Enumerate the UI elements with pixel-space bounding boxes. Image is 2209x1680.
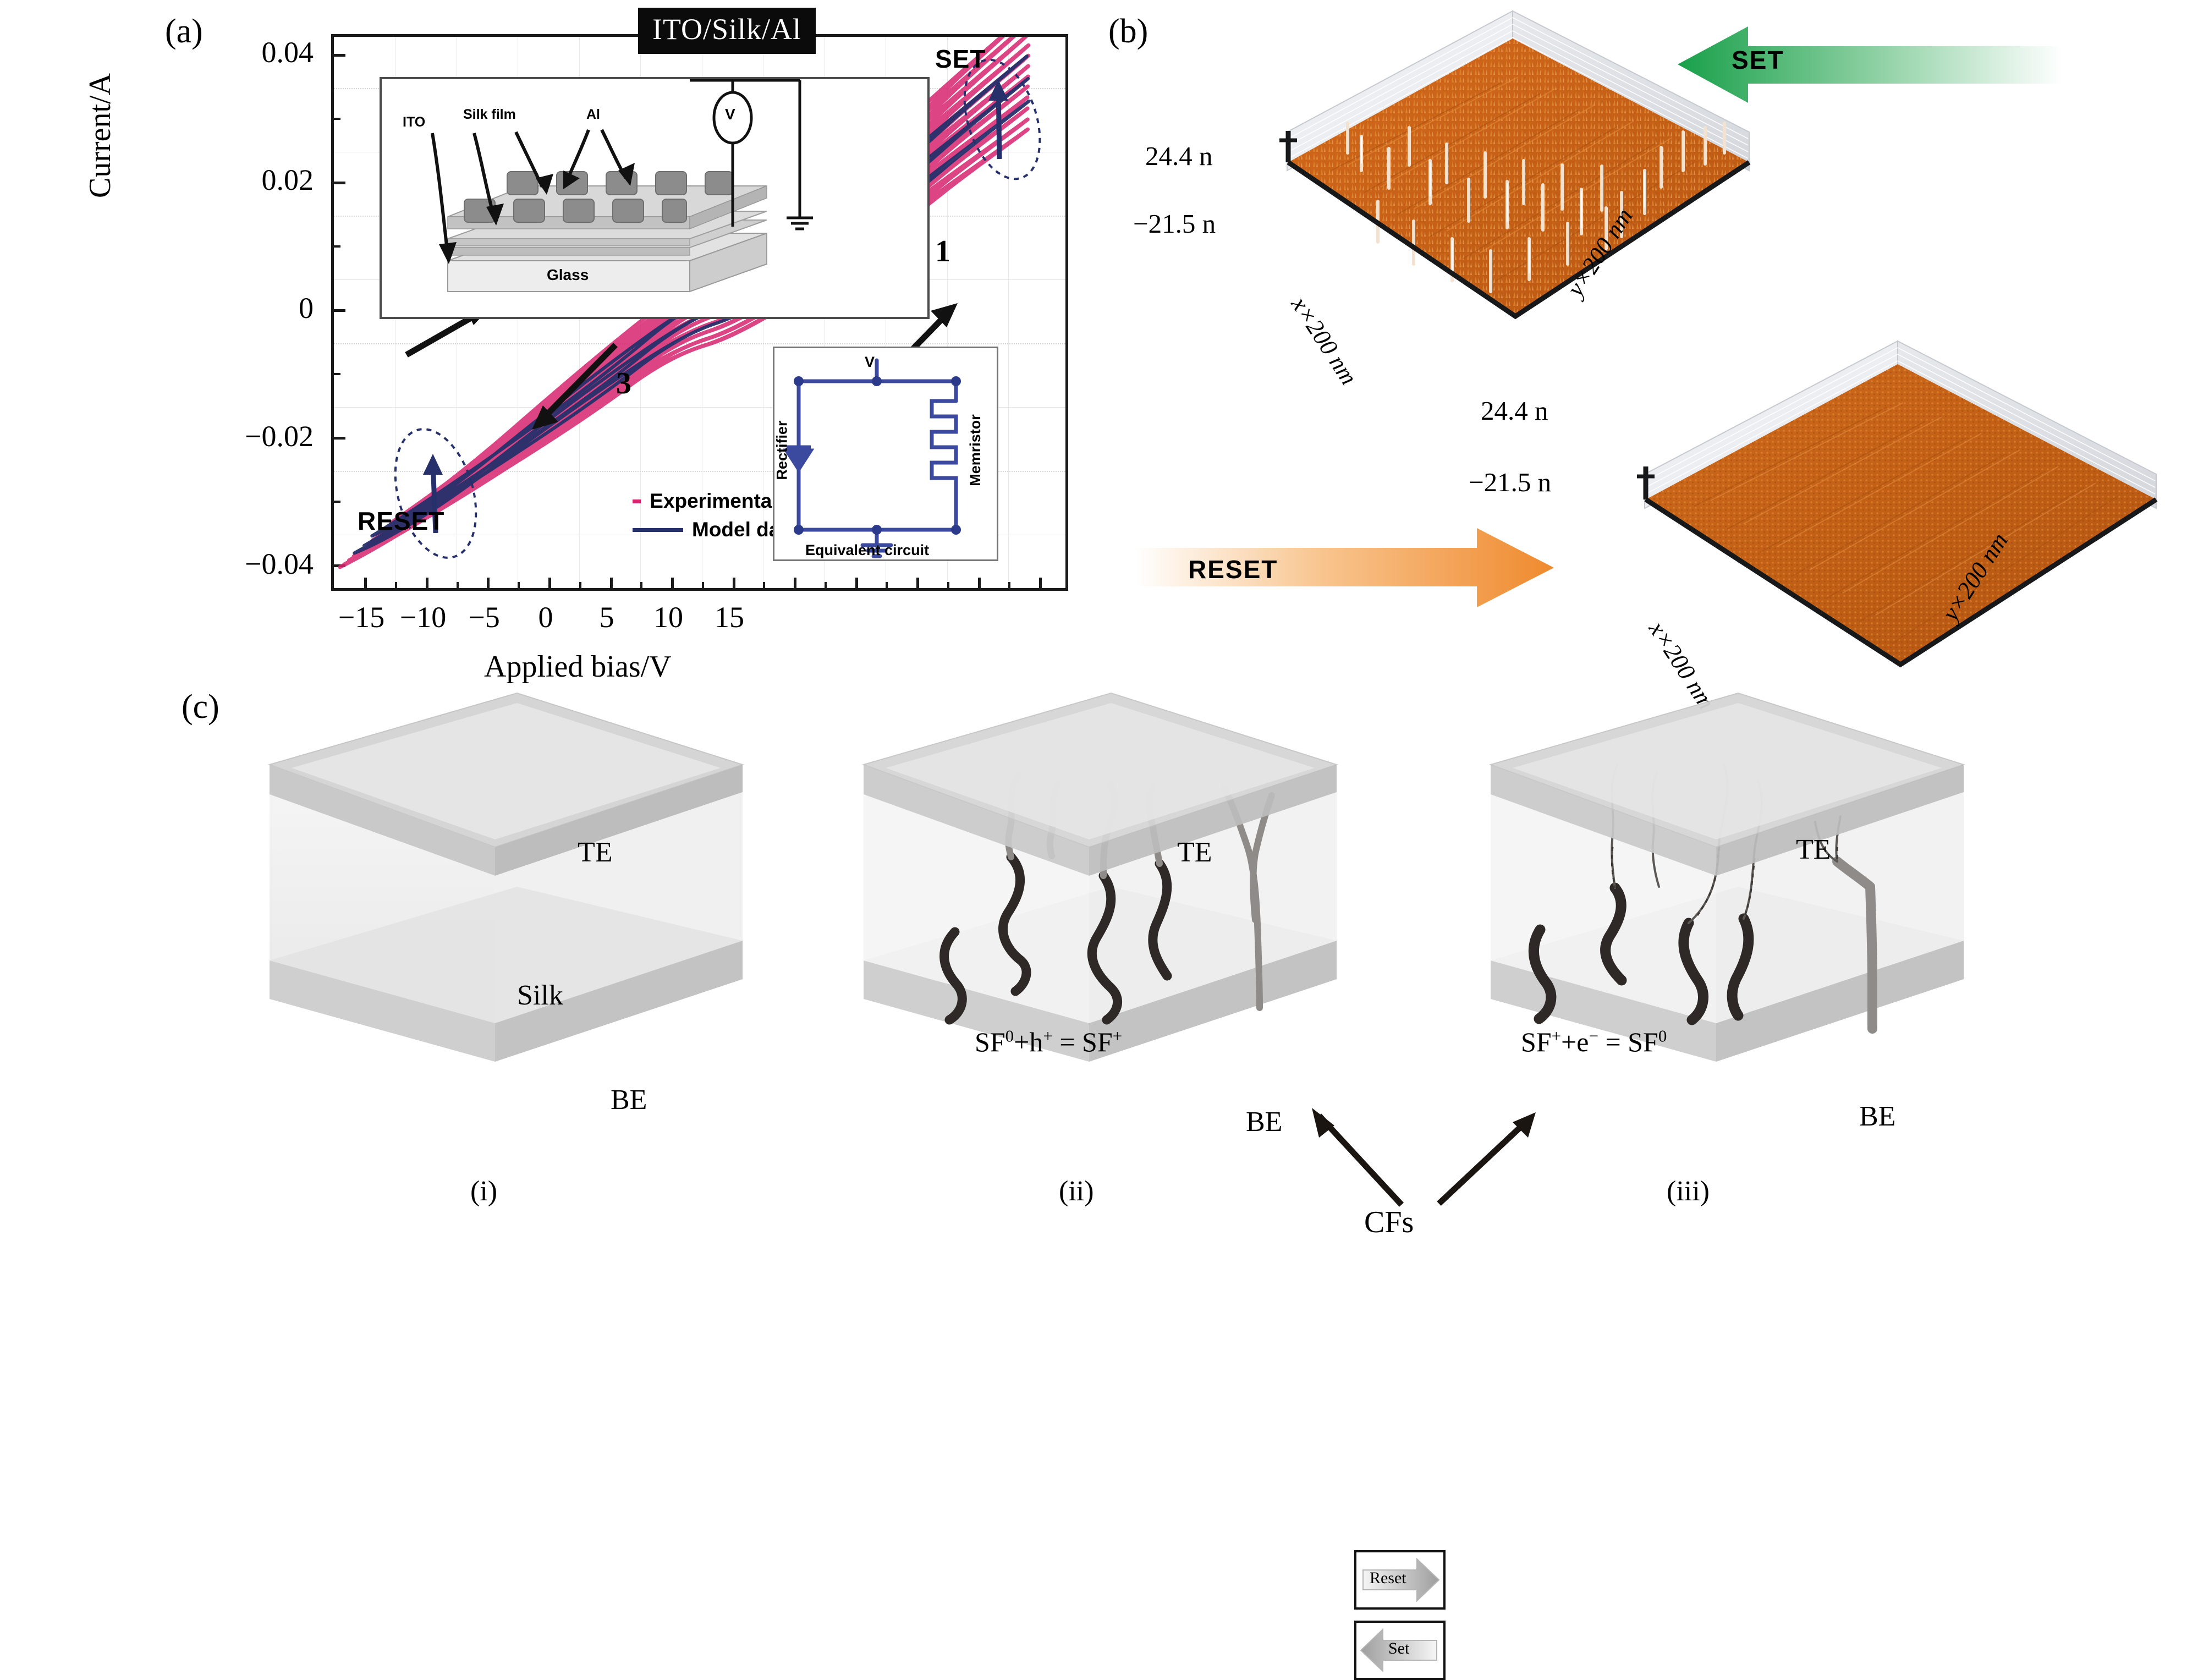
panel-a-iv-curve: (a) 0.04 0.02 0 −0.02 −0.04 Current/A	[0, 0, 1100, 699]
reset-button[interactable]: Reset	[1354, 1550, 1446, 1610]
circuit-rectifier-label: Rectifier	[773, 420, 790, 480]
voltmeter-label: V	[725, 106, 735, 123]
x-tick-label-1: −10	[399, 601, 447, 634]
arrow-label-1: 1	[935, 234, 950, 268]
equivalent-circuit-inset: V Rectifier Memristor Equivalent circuit	[773, 347, 998, 561]
cell-ii-caption: (ii)	[1059, 1176, 1094, 1207]
set-arrow-icon	[1678, 26, 2063, 103]
x-axis-title: Applied bias/V	[484, 650, 672, 684]
cell-ii-te-label: TE	[1177, 837, 1212, 868]
panel-a-label: (a)	[165, 13, 203, 50]
afm-reset-zmin: −21.5 n	[1469, 467, 1552, 497]
cell-i-stack	[267, 692, 745, 1062]
circuit-caption: Equivalent circuit	[805, 542, 930, 558]
cell-iii-caption: (iii)	[1667, 1176, 1710, 1207]
afm-set-zmin: −21.5 n	[1133, 208, 1216, 239]
set-button[interactable]: Set	[1354, 1621, 1446, 1680]
cell-i-caption: (i)	[470, 1176, 498, 1207]
device-schematic-svg	[431, 79, 813, 293]
y-tick-label-2: 0	[299, 292, 314, 325]
y-tick-label-1: 0.02	[261, 163, 314, 196]
cell-iii-te-label: TE	[1796, 834, 1831, 865]
afm-surface-set	[1279, 10, 1751, 320]
panel-b-label: (b)	[1108, 13, 1149, 50]
x-tick-label-0: −15	[338, 601, 385, 634]
reset-button-label: Reset	[1370, 1569, 1406, 1587]
legend-swatch-experimental	[633, 499, 641, 503]
circuit-source-label: V	[865, 354, 875, 370]
arrow-label-3: 3	[616, 366, 631, 400]
panel-b-afm: (b)	[1100, 0, 2209, 714]
cfs-label: CFs	[1364, 1205, 1414, 1239]
cell-i-be-label: BE	[611, 1084, 647, 1116]
plot-title-badge: ITO/Silk/Al	[638, 8, 816, 54]
y-tick-label-0: 0.04	[261, 36, 314, 69]
reset-annotation: RESET	[358, 507, 445, 535]
device-label-al: Al	[586, 107, 600, 122]
y-tick-label-3: −0.02	[245, 420, 314, 453]
cell-ii-stack	[861, 692, 1339, 1062]
cell-iii-stack	[1488, 692, 1966, 1062]
afm-reset-zmax: 24.4 n	[1481, 396, 1548, 426]
set-annotation: SET	[935, 45, 986, 73]
cell-ii-equation: SF0+h+ = SF+	[975, 1026, 1123, 1057]
panel-c-mechanism: (c) TE Silk BE (i)	[0, 688, 2209, 1680]
reset-arrow-icon	[1136, 528, 1554, 607]
legend-swatch-model	[633, 528, 683, 532]
device-label-silk-film: Silk film	[463, 107, 516, 122]
y-tick-label-4: −0.04	[245, 547, 314, 580]
panel-c-label: (c)	[182, 688, 219, 726]
set-button-label: Set	[1388, 1639, 1410, 1657]
x-tick-label-3: 0	[538, 601, 553, 634]
cfs-pointer-arrows	[1312, 1108, 1536, 1207]
x-tick-label-4: 5	[599, 601, 614, 634]
x-tick-label-5: 10	[653, 601, 683, 634]
device-label-ito: ITO	[403, 114, 426, 130]
device-schematic-inset: ITO Silk film Al Glass V	[380, 77, 930, 319]
cell-i-te-label: TE	[578, 837, 613, 868]
equivalent-circuit-svg	[783, 358, 961, 558]
x-tick-label-6: 15	[715, 601, 744, 634]
cell-iii-equation: SF++e− = SF0	[1521, 1026, 1667, 1057]
circuit-memristor-label: Memristor	[966, 414, 983, 486]
set-arrow-label: SET	[1732, 46, 1784, 74]
cell-i-silk-label: Silk	[517, 980, 563, 1011]
x-tick-label-2: −5	[468, 601, 500, 634]
device-label-glass: Glass	[547, 266, 589, 283]
afm-set-zmax: 24.4 n	[1145, 141, 1213, 171]
y-axis-title: Current/A	[83, 73, 117, 198]
cell-ii-be-label: BE	[1246, 1106, 1283, 1138]
afm-surface-reset	[1637, 340, 2158, 668]
reset-arrow-label: RESET	[1188, 555, 1278, 584]
cell-iii-be-label: BE	[1859, 1101, 1896, 1132]
